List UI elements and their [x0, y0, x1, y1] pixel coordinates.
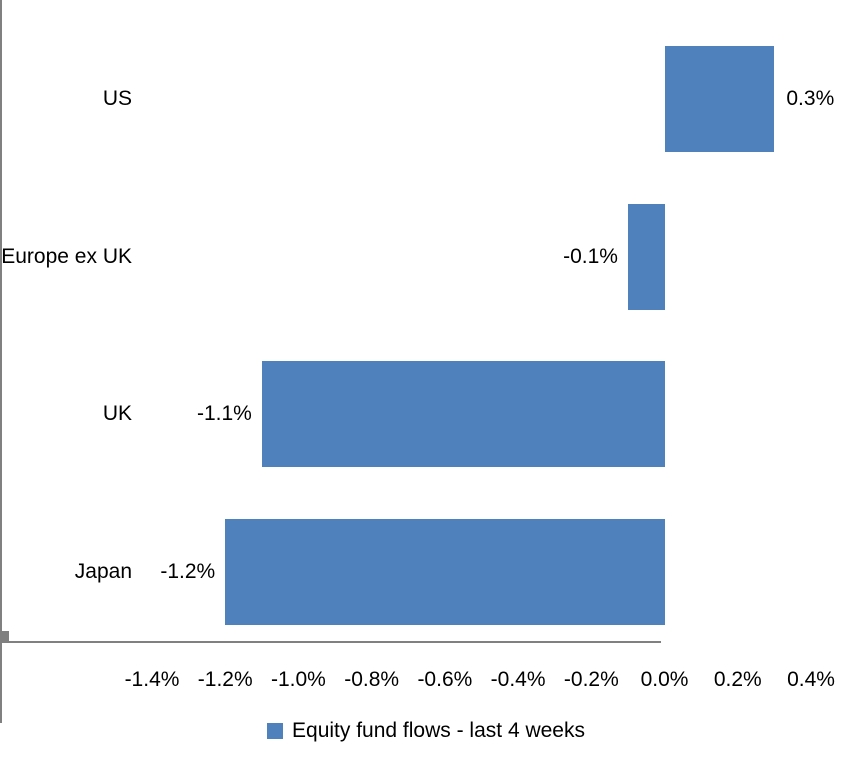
value-axis-zero-line	[0, 0, 2, 631]
x-axis-tick-label: -1.0%	[271, 668, 326, 691]
x-axis-tick	[0, 643, 2, 651]
x-axis-tick-label: -1.2%	[197, 668, 253, 691]
bar-japan	[225, 519, 665, 626]
x-axis-tick	[0, 715, 2, 723]
category-axis-tick	[0, 631, 9, 633]
x-axis-tick-label: -0.6%	[417, 668, 473, 691]
category-label: US	[102, 86, 132, 110]
x-axis-tick-label: -0.8%	[344, 668, 400, 691]
x-axis-line	[0, 641, 661, 643]
x-axis-tick	[0, 667, 2, 675]
x-axis-tick-label: 0.2%	[713, 668, 762, 691]
x-axis-tick-label: 0.4%	[787, 668, 835, 691]
x-axis-tick	[0, 651, 2, 659]
x-axis-tick	[0, 683, 2, 691]
category-axis-tick	[0, 635, 9, 637]
x-axis-tick	[0, 659, 2, 667]
chart-legend: Equity fund flows - last 4 weeks	[0, 714, 852, 748]
category-label: Japan	[74, 560, 132, 584]
x-axis-tick	[0, 707, 2, 715]
x-axis-tick-label: -0.2%	[563, 668, 619, 691]
category-axis-tick	[0, 637, 9, 639]
x-axis-tick	[0, 691, 2, 699]
category-axis-tick	[0, 633, 9, 635]
bar-europe-ex-uk	[627, 203, 665, 310]
data-label: -1.2%	[160, 560, 216, 584]
bar-us	[664, 45, 775, 152]
category-axis-tick	[0, 639, 9, 641]
x-axis-tick-label: -1.4%	[124, 668, 180, 691]
x-axis-tick-label: -0.4%	[490, 668, 546, 691]
data-label: -0.1%	[563, 244, 618, 268]
data-label: 0.3%	[786, 86, 835, 110]
bar-uk	[261, 361, 665, 468]
category-label: Europe ex UK	[1, 244, 132, 268]
category-label: UK	[102, 402, 132, 426]
legend-series-label: Equity fund flows - last 4 weeks	[292, 719, 585, 742]
data-label: -1.1%	[196, 402, 252, 426]
x-axis-tick-label: 0.0%	[640, 668, 689, 691]
x-axis-tick	[0, 675, 2, 683]
x-axis-tick	[0, 699, 2, 707]
legend-marker-swatch	[267, 723, 284, 739]
